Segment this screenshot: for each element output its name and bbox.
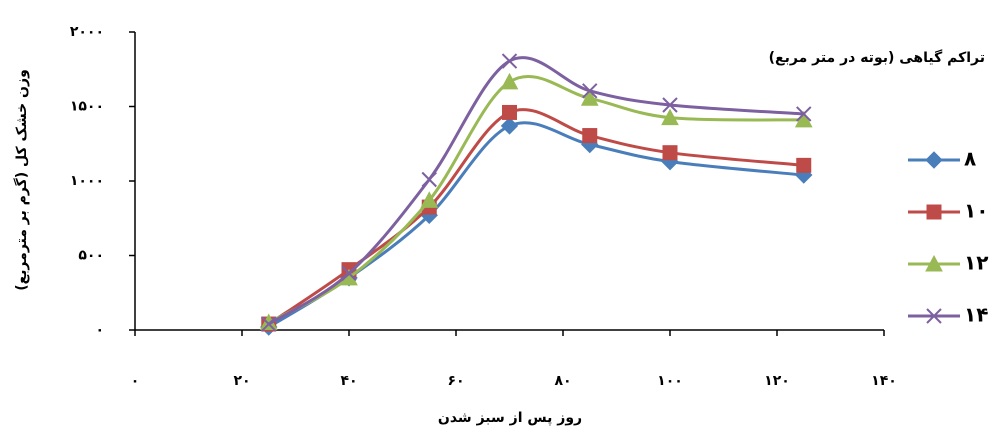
series-line <box>267 108 804 326</box>
legend-marker <box>925 151 943 169</box>
marker <box>500 72 519 90</box>
marker <box>420 191 439 208</box>
y-tick-label: ۱۵۰۰ <box>70 99 104 115</box>
marker <box>421 171 437 188</box>
series-line <box>267 121 804 329</box>
marker <box>341 265 357 282</box>
y-tick-label: ۲۰۰۰ <box>70 24 104 40</box>
x-axis-label: روز پس از سبز شدن <box>438 410 582 426</box>
marker <box>502 104 517 120</box>
y-axis-label: وزن خشک کل (گرم بر مترمربع) <box>13 69 30 291</box>
marker <box>662 145 678 161</box>
marker <box>796 106 812 122</box>
x-tick-label: ۸۰ <box>554 373 571 389</box>
legend-marker <box>926 308 942 324</box>
y-tick-label: ۵۰۰ <box>78 248 104 264</box>
marker <box>796 157 812 173</box>
y-tick-label: ۰ <box>95 322 104 338</box>
legend-marker <box>926 204 942 220</box>
legend-label: ۱۲ <box>964 251 988 275</box>
marker <box>662 97 678 113</box>
legend-label: ۸ <box>964 147 976 171</box>
x-tick-label: ۱۰۰ <box>657 373 683 389</box>
x-tick-label: ۱۴۰ <box>871 373 897 389</box>
x-tick-label: ۶۰ <box>447 373 464 389</box>
marker <box>261 316 277 332</box>
x-tick-label: ۲۰ <box>233 373 250 389</box>
marker <box>501 53 518 69</box>
x-tick-label: ۴۰ <box>340 373 357 389</box>
x-tick-label: ۱۲۰ <box>764 373 790 389</box>
marker <box>582 128 598 144</box>
legend-label: ۱۴ <box>964 303 988 327</box>
marker <box>794 110 813 128</box>
marker <box>582 83 598 99</box>
marker <box>580 89 599 106</box>
marker <box>661 108 679 126</box>
legend-label: ۱۰ <box>964 199 988 223</box>
legend-marker <box>925 254 943 272</box>
y-tick-label: ۱۰۰۰ <box>70 173 104 189</box>
legend-title: تراکم گیاهی (بوته در متر مربع) <box>769 49 985 66</box>
x-tick-label: ۰ <box>131 373 140 389</box>
marker <box>500 117 519 135</box>
